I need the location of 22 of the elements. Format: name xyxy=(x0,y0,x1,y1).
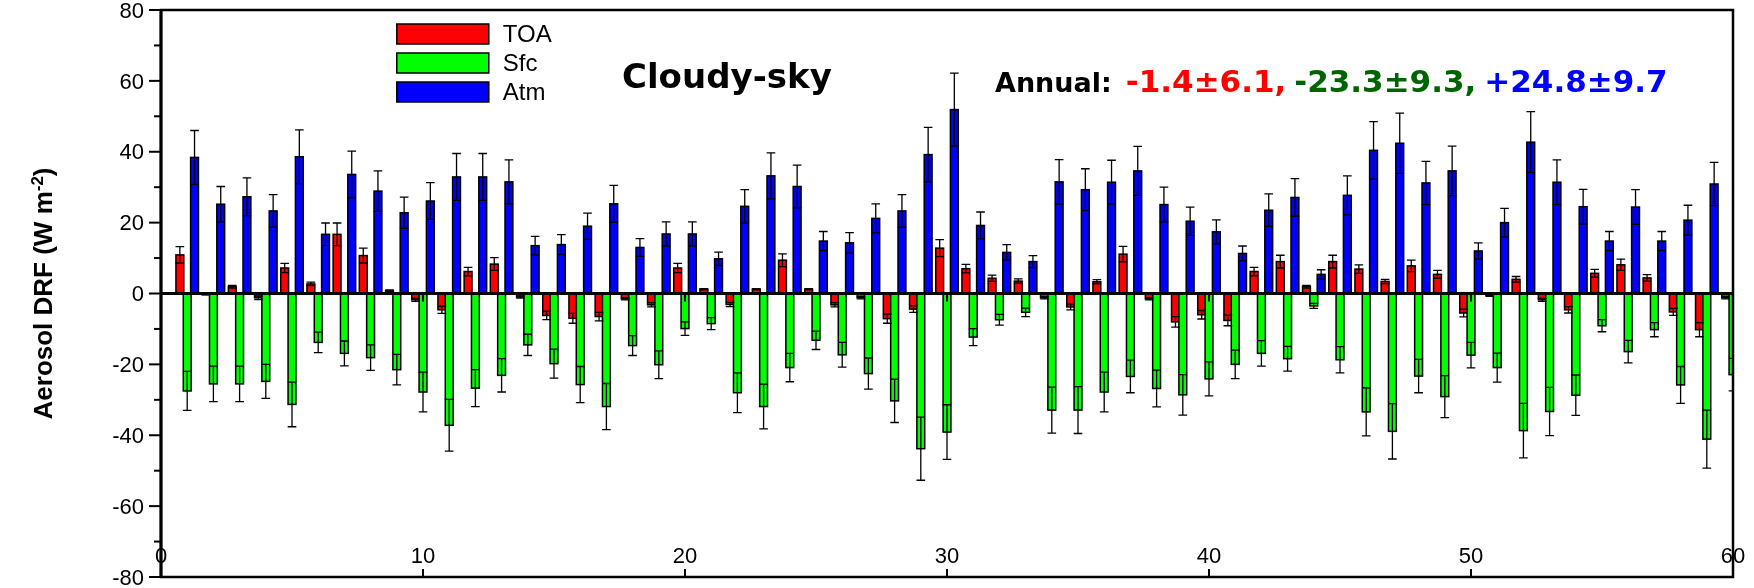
y-tick-label: -40 xyxy=(112,422,144,448)
legend-label: Sfc xyxy=(502,49,538,77)
x-tick-label: 10 xyxy=(410,543,436,568)
x-tick-label: 40 xyxy=(1196,543,1222,568)
annotation: Annual: xyxy=(995,67,1112,98)
y-tick-label: -20 xyxy=(112,352,144,378)
y-tick-label: 40 xyxy=(119,139,144,165)
x-tick-label: 20 xyxy=(672,543,698,568)
y-tick-label: 80 xyxy=(119,0,144,23)
y-tick-label: -80 xyxy=(112,564,144,588)
y-tick-label: 60 xyxy=(119,68,144,94)
y-tick-label: 20 xyxy=(119,210,144,236)
x-tick-label: 30 xyxy=(934,543,960,568)
y-tick-label: 0 xyxy=(131,281,144,307)
annotation: -23.3±9.3, xyxy=(1294,63,1477,99)
annotation: -1.4±6.1, xyxy=(1125,63,1287,99)
legend-label: Atm xyxy=(502,78,546,106)
y-tick-label: -60 xyxy=(112,493,144,519)
x-tick-label: 50 xyxy=(1458,543,1484,568)
annotation: Cloudy-sky xyxy=(622,56,832,96)
annotation: +24.8±9.7 xyxy=(1484,63,1668,99)
legend-label: TOA xyxy=(502,20,552,48)
